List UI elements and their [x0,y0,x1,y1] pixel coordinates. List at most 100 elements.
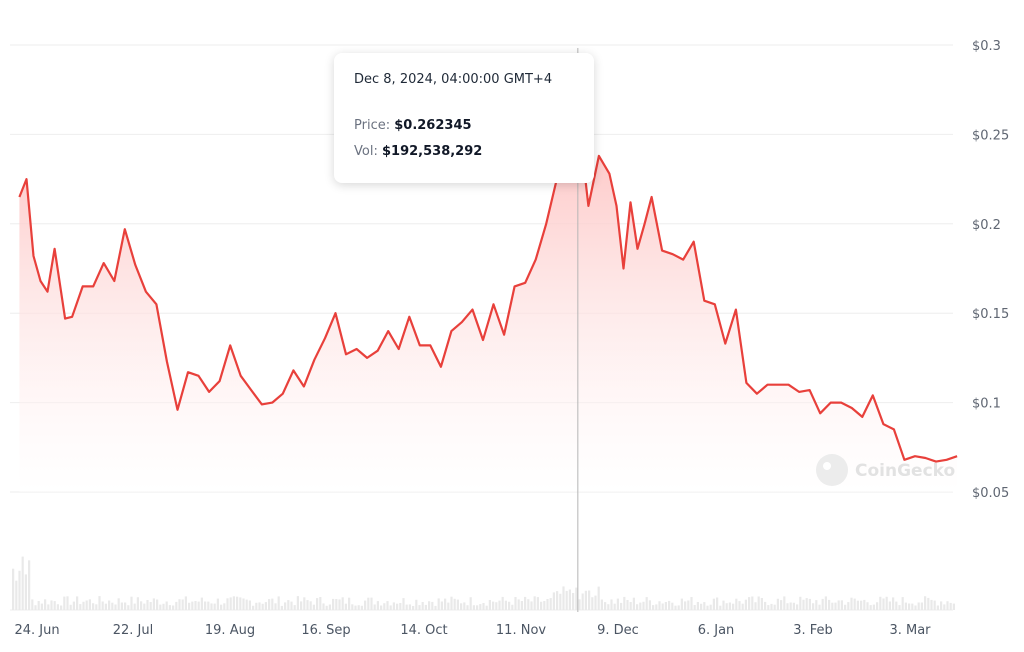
volume-bar [188,602,191,610]
volume-bar [485,605,488,610]
x-tick-label: 6. Jan [698,623,735,638]
volume-bar [920,602,923,610]
tooltip-price-value: $0.262345 [394,118,472,133]
volume-bar [226,598,229,610]
x-tick-label: 14. Oct [400,623,447,638]
volume-bar [223,603,226,610]
volume-bar [642,601,645,610]
volume-bar [674,605,677,610]
volume-bar [463,602,466,610]
x-tick-label: 3. Feb [793,623,833,638]
volume-bar [92,603,95,610]
volume-bar [140,601,143,610]
volume-bar [466,605,469,610]
volume-bar [540,601,543,610]
volume-bar [21,556,24,610]
volume-bar [924,596,927,610]
volume-bar [488,600,491,610]
gecko-logo-eye [823,462,831,470]
volume-bar [527,599,530,610]
volume-bar [24,574,27,610]
volume-bar [159,604,162,610]
volume-bar [575,587,578,610]
volume-bar [31,599,34,610]
volume-bar [408,604,411,610]
volume-bar [453,598,456,610]
volume-bar [69,604,72,610]
volume-bar [162,603,165,610]
volume-bar [130,596,133,610]
volume-bar [277,596,280,610]
volume-bar [607,604,610,610]
volume-bar [895,601,898,610]
volume-bar [748,597,751,610]
volume-bar [725,603,728,610]
volume-bar [700,603,703,610]
volume-bar [415,599,418,610]
volume-bar [328,604,331,610]
volume-bar [255,602,258,610]
volume-bar [95,604,98,610]
volume-bar [47,604,50,610]
volume-bar [501,596,504,610]
tooltip-price-label: Price: [354,118,391,133]
volume-bar [520,601,523,610]
volume-bar [364,600,367,610]
y-tick-label: $0.05 [972,486,1009,501]
watermark-text: CoinGecko [855,461,955,481]
volume-bar [127,605,130,610]
volume-bar [15,580,18,610]
volume-bar [264,602,267,610]
coingecko-watermark: CoinGecko [816,454,955,486]
volume-bar [936,605,939,610]
volume-bar [12,568,15,610]
volume-bar [597,586,600,610]
volume-bar [933,600,936,610]
volume-bar [869,605,872,610]
volume-bar [626,600,629,610]
volume-bar [815,600,818,610]
volume-bar [760,598,763,610]
volume-bar [479,604,482,610]
volume-bar [645,597,648,610]
volume-bar [191,601,194,610]
volume-bar [620,602,623,610]
volume-bar [136,597,139,610]
volume-bar [421,602,424,610]
volume-bar [844,604,847,610]
volume-bar [719,605,722,610]
volume-bar [623,596,626,610]
volume-bar [744,599,747,610]
tooltip-price-row: Price: $0.262345 [354,118,594,138]
volume-bar [309,601,312,610]
volume-bar [341,597,344,610]
volume-bar [168,605,171,610]
volume-bar [952,603,955,610]
volume-bar [847,602,850,610]
volume-bar [568,589,571,610]
volume-bar [216,598,219,610]
volume-bar [476,605,479,610]
tooltip-vol-value: $192,538,292 [381,144,483,159]
volume-bar [680,598,683,610]
volume-bar [357,605,360,610]
volume-bar [821,598,824,610]
volume-bar [101,601,104,610]
volume-bar [940,601,943,610]
volume-bar [780,600,783,610]
volume-bar [876,602,879,610]
volume-bar [812,603,815,610]
volume-bar [591,597,594,610]
volume-bar [396,603,399,610]
volume-bar [261,603,264,610]
volume-bar [716,597,719,610]
y-tick-label: $0.15 [972,307,1009,322]
volume-bar [696,602,699,610]
tooltip-vol-label: Vol: [354,144,378,159]
volume-bar [79,604,82,610]
volume-bar [639,602,642,610]
volume-bar [367,597,370,610]
volume-bar [252,605,255,610]
volume-bar [565,590,568,610]
